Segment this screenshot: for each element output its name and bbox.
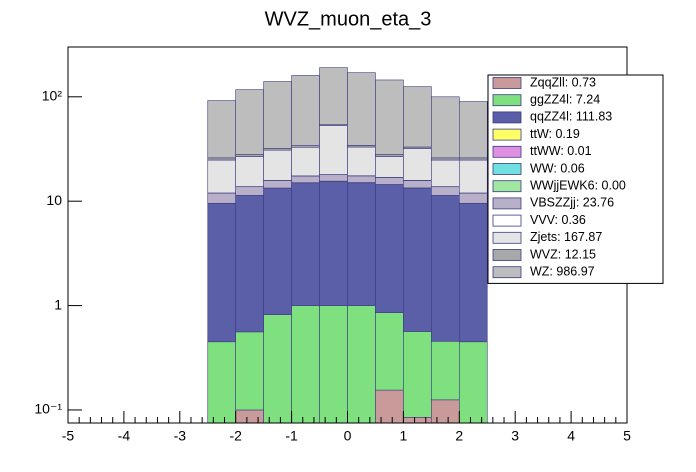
- x-tick-label: 4: [567, 428, 575, 444]
- histogram-bar: [207, 157, 237, 161]
- legend-swatch: [492, 111, 522, 124]
- x-tick-label: -4: [118, 428, 131, 444]
- histogram-bar: [235, 89, 264, 155]
- histogram-bar: [375, 79, 404, 155]
- x-tick-label: -2: [229, 428, 242, 444]
- histogram-bar: [375, 184, 404, 313]
- x-tick-label: 3: [511, 428, 519, 444]
- histogram-bar: [319, 305, 348, 424]
- histogram-bar: [458, 341, 488, 424]
- legend-swatch: [492, 77, 522, 89]
- x-tick-label: 2: [455, 428, 463, 444]
- histogram-bar: [431, 159, 460, 187]
- x-tick-label: -1: [285, 428, 298, 444]
- histogram-bar: [403, 180, 432, 189]
- histogram-bar: [458, 192, 488, 204]
- histogram-bar: [291, 75, 320, 146]
- x-tick-label: 1: [400, 428, 408, 444]
- legend-label: WVZ: 12.15: [530, 247, 596, 261]
- chart-title: WVZ_muon_eta_3: [265, 8, 432, 30]
- histogram-bar: [235, 186, 264, 196]
- histogram-bar: [431, 157, 460, 161]
- legend-swatch: [492, 231, 522, 244]
- histogram-bar: [235, 195, 264, 333]
- histogram-bar: [291, 305, 320, 424]
- legend-label: qqZZ4l: 111.83: [530, 110, 612, 124]
- histogram-bar: [235, 409, 264, 424]
- histogram-bar: [291, 146, 320, 177]
- histogram-bar: [347, 182, 376, 306]
- legend-label: Zjets: 167.87: [530, 230, 602, 244]
- histogram-bar: [431, 186, 460, 196]
- legend-swatch: [492, 145, 522, 158]
- x-tick-label: 5: [623, 428, 631, 444]
- legend-swatch: [492, 180, 522, 193]
- histogram-bar: [375, 156, 404, 178]
- histogram-bar: [458, 159, 488, 194]
- histogram-bar: [403, 331, 432, 418]
- y-tick-label: 10: [46, 192, 62, 208]
- legend-label: VBSZZjj: 23.76: [530, 196, 614, 210]
- legend-label: ttW: 0.19: [530, 127, 580, 141]
- histogram-bar: [235, 331, 264, 411]
- histogram-bar: [263, 81, 292, 149]
- x-tick-label: -3: [174, 428, 187, 444]
- legend-label: ggZZ4l: 7.24: [530, 92, 600, 106]
- histogram-bar: [375, 177, 404, 185]
- histogram-bar: [347, 72, 376, 146]
- histogram-bar: [263, 180, 292, 189]
- histogram-bar: [207, 100, 237, 159]
- histogram-bar: [319, 181, 348, 306]
- legend-swatch: [492, 214, 522, 227]
- histogram-bar: [207, 341, 237, 424]
- legend-box: [487, 74, 664, 284]
- histogram-bar: [403, 187, 432, 332]
- legend-label: WWjjEWK6: 0.00: [530, 178, 626, 192]
- histogram-bar: [235, 156, 264, 187]
- legend-swatch: [492, 163, 522, 175]
- histogram-bar: [375, 389, 404, 424]
- histogram-bar: [319, 174, 348, 182]
- histogram-bar: [263, 187, 292, 315]
- histogram-bar: [263, 149, 292, 181]
- y-tick-label: 10²: [42, 88, 63, 104]
- histogram-bar: [431, 96, 460, 159]
- legend-swatch: [492, 128, 522, 141]
- histogram-bar: [458, 157, 488, 161]
- histogram-bar: [431, 195, 460, 342]
- histogram-bar: [347, 146, 376, 177]
- histogram-bar: [319, 125, 348, 175]
- histogram-bar: [458, 101, 488, 159]
- histogram-bar: [291, 182, 320, 306]
- legend-label: ZqqZll: 0.73: [530, 75, 596, 89]
- legend-swatch: [492, 197, 522, 210]
- histogram-bar: [207, 159, 237, 194]
- legend-swatch: [492, 94, 522, 107]
- histogram-bar: [347, 175, 376, 183]
- histogram-bar: [347, 305, 376, 424]
- histogram-bar: [403, 86, 432, 148]
- legend-label: ttWW: 0.01: [530, 144, 592, 158]
- histogram-bar: [431, 399, 460, 424]
- legend-label: WW: 0.06: [530, 161, 585, 175]
- histogram-bar: [207, 202, 237, 343]
- legend-label: WZ: 986.97: [530, 264, 595, 278]
- histogram-bar: [207, 192, 237, 204]
- y-tick-label: 10⁻¹: [34, 401, 62, 417]
- histogram-bar: [263, 314, 292, 424]
- legend-swatch: [492, 266, 522, 279]
- histogram-bar: [458, 202, 488, 343]
- y-tick-label: 1: [54, 296, 62, 312]
- histogram-bar: [375, 312, 404, 391]
- histogram-bar: [403, 148, 432, 181]
- legend-label: VVV: 0.36: [530, 213, 586, 227]
- x-tick-label: -5: [62, 428, 75, 444]
- histogram-bar: [403, 417, 432, 424]
- x-tick-label: 0: [344, 428, 352, 444]
- histogram-bar: [319, 67, 348, 125]
- histogram-bar: [431, 340, 460, 401]
- histogram-bar: [291, 175, 320, 184]
- legend-swatch: [492, 249, 522, 261]
